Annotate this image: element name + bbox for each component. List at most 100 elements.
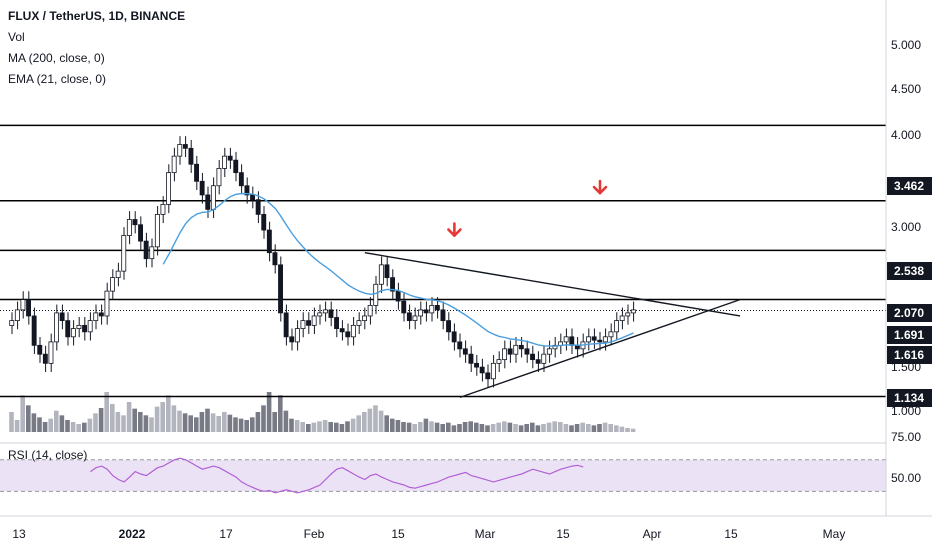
candle-body: [311, 315, 317, 326]
triangle-lower-trendline[interactable]: [459, 298, 741, 399]
candle-body: [177, 144, 183, 157]
volume-bar: [429, 421, 434, 432]
volume-bar: [261, 405, 266, 432]
volume-bar: [20, 395, 25, 432]
volume-bar: [255, 412, 261, 432]
arrow-annotations: [447, 179, 608, 237]
volume-bar: [250, 417, 255, 432]
candle-body: [143, 240, 149, 260]
candle-body: [384, 264, 390, 279]
price-tick-label: 4.500: [891, 82, 921, 96]
vol-indicator-label[interactable]: Vol: [8, 30, 25, 44]
candle-body: [37, 344, 43, 355]
candle-body: [630, 309, 636, 314]
volume-bar: [222, 412, 227, 432]
ema-indicator-label[interactable]: EMA (21, close, 0): [8, 72, 107, 86]
volume-bar: [513, 424, 518, 432]
volume-bar: [126, 402, 132, 432]
candle-body: [597, 339, 603, 343]
volume-bar: [468, 421, 473, 432]
volume-bar: [37, 417, 42, 432]
symbol-title: FLUX / TetherUS, 1D, BINANCE: [8, 9, 186, 23]
candle-body: [535, 359, 541, 364]
time-tick-label: 15: [391, 527, 405, 541]
candle-body: [70, 328, 76, 338]
candle-body: [418, 309, 423, 317]
candle-body: [490, 362, 496, 380]
volume-bar: [586, 424, 591, 432]
volume-bar: [227, 414, 233, 432]
candle-body: [244, 185, 250, 196]
volume-bar: [367, 408, 373, 432]
volume-bar: [558, 422, 563, 432]
candle-body: [149, 246, 155, 260]
candle-body: [339, 328, 345, 333]
candle-body: [48, 341, 54, 364]
volume-bar: [65, 420, 70, 432]
time-tick-label: 15: [556, 527, 570, 541]
volume-bar: [283, 410, 289, 432]
volume-bar: [311, 422, 317, 432]
volume-bar: [614, 425, 619, 432]
candle-body: [350, 324, 356, 338]
candle-body: [104, 290, 110, 317]
volume-bar: [569, 425, 574, 432]
price-tag: 3.462: [887, 177, 932, 195]
volume-bar: [328, 422, 333, 432]
volume-bar: [154, 406, 160, 432]
volume-bar: [42, 422, 48, 432]
rsi-indicator-label[interactable]: RSI (14, close): [8, 448, 88, 462]
volume-bar: [272, 412, 277, 432]
volume-bar: [216, 416, 221, 432]
candle-body: [166, 172, 171, 205]
candle-body: [485, 372, 491, 380]
volume-bar: [14, 420, 20, 432]
ema21-line: [162, 192, 634, 347]
candle-body: [619, 315, 625, 322]
horizontal-levels[interactable]: [0, 124, 886, 398]
time-tick-label: May: [823, 527, 846, 541]
volume-bar: [115, 412, 121, 432]
candle-body: [238, 172, 244, 187]
volume-bar: [451, 425, 457, 432]
volume-bar: [362, 412, 367, 432]
candle-body: [65, 320, 71, 338]
volume-bar: [143, 415, 149, 432]
volume-bar: [121, 415, 126, 432]
triangle-trendlines[interactable]: [364, 251, 741, 399]
volume-bar: [541, 424, 546, 432]
candle-body: [625, 312, 631, 317]
candle-body: [541, 353, 547, 364]
volume-bar: [434, 422, 440, 432]
price-tag: 2.538: [887, 262, 932, 280]
volume-bar: [98, 408, 104, 432]
price-tag-label: 1.134: [894, 391, 924, 405]
volume-bar: [82, 422, 87, 432]
candle-body: [20, 299, 26, 311]
triangle-upper-trendline[interactable]: [364, 251, 741, 317]
ema-line: [162, 192, 634, 347]
candle-body: [171, 155, 177, 174]
price-tag-label: 1.616: [894, 348, 924, 362]
volume-bar: [485, 425, 490, 432]
price-tag: 2.070: [887, 304, 932, 322]
volume-bar: [446, 422, 451, 432]
volume-bar: [59, 415, 65, 432]
candle-body: [362, 315, 367, 322]
volume-bar: [300, 422, 305, 432]
candle-body: [462, 348, 468, 355]
rsi-band: [0, 459, 886, 492]
candle-body: [199, 180, 205, 196]
time-tick-label: 2022: [119, 527, 146, 541]
time-tick-label: 15: [724, 527, 738, 541]
time-tick-label: 17: [219, 527, 233, 541]
candle-body: [132, 219, 138, 226]
ma-indicator-label[interactable]: MA (200, close, 0): [8, 51, 105, 65]
volume-bar: [630, 428, 636, 432]
candle-body: [367, 305, 373, 317]
candle-body: [283, 312, 289, 338]
volume-bar: [350, 418, 356, 432]
